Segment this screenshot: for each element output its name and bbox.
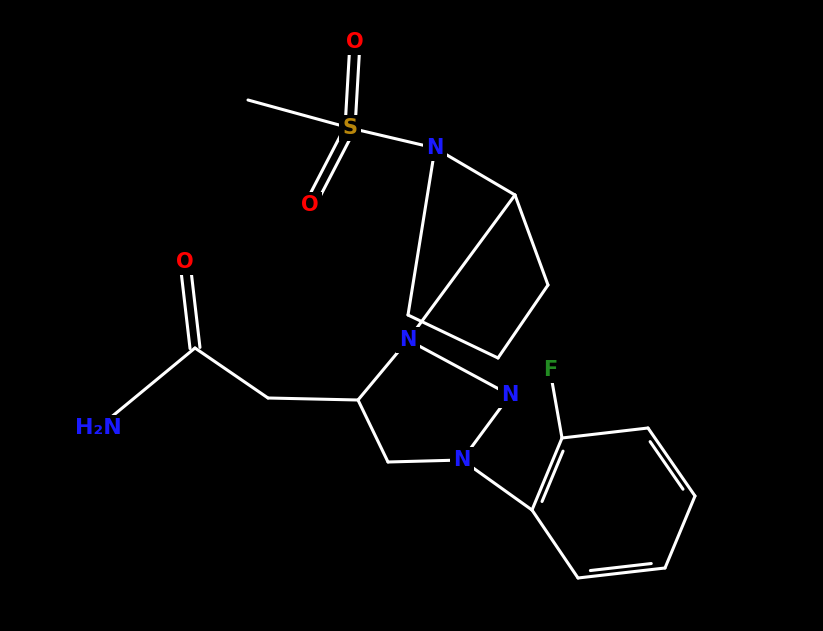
Text: O: O	[301, 195, 319, 215]
Text: O: O	[346, 32, 364, 52]
Text: N: N	[399, 330, 416, 350]
Text: F: F	[543, 360, 557, 380]
Text: N: N	[501, 385, 518, 405]
Text: S: S	[342, 118, 357, 138]
Text: N: N	[426, 138, 444, 158]
Text: H₂N: H₂N	[75, 418, 121, 438]
Text: N: N	[453, 450, 471, 470]
Text: O: O	[176, 252, 193, 272]
